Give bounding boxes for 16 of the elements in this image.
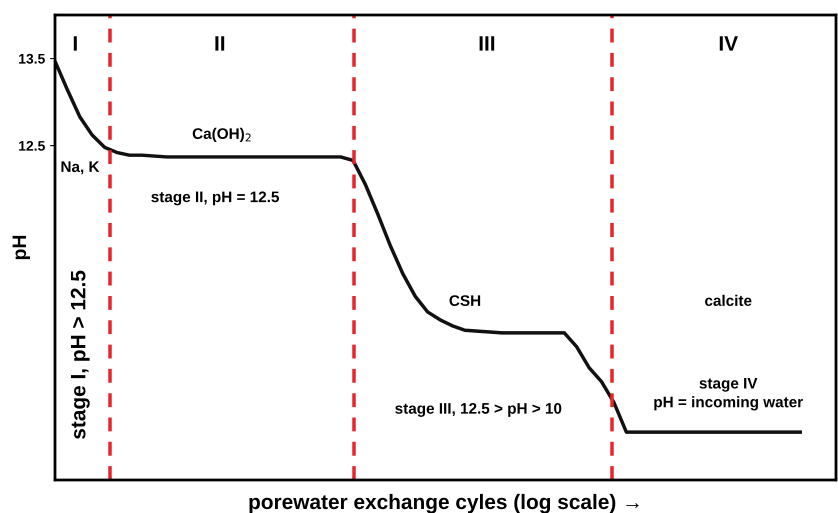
- annotation: stage II, pH = 12.5: [151, 191, 280, 206]
- y-tick-label: 12.5: [19, 140, 45, 151]
- annotation: I: [74, 36, 77, 51]
- annotation: Na, K: [61, 161, 100, 174]
- annotation: stage III, 12.5 > pH > 10: [395, 403, 562, 417]
- annotation: Ca(OH)$_{2}$: [192, 128, 251, 142]
- y-tick-label: 13.5: [19, 54, 45, 64]
- annotation: CSH: [450, 295, 480, 306]
- annotation: stage IV pH = incoming water: [654, 378, 803, 410]
- annotation: stage I, pH > 12.5: [70, 270, 90, 439]
- annotation: calcite: [705, 294, 752, 306]
- annotation: IV: [720, 36, 738, 51]
- y-axis-title: pH: [12, 236, 30, 260]
- annotation: II: [215, 36, 224, 51]
- annotation: III: [480, 36, 494, 51]
- x-axis-title: porewater exchange cyles (log scale) →: [249, 494, 639, 513]
